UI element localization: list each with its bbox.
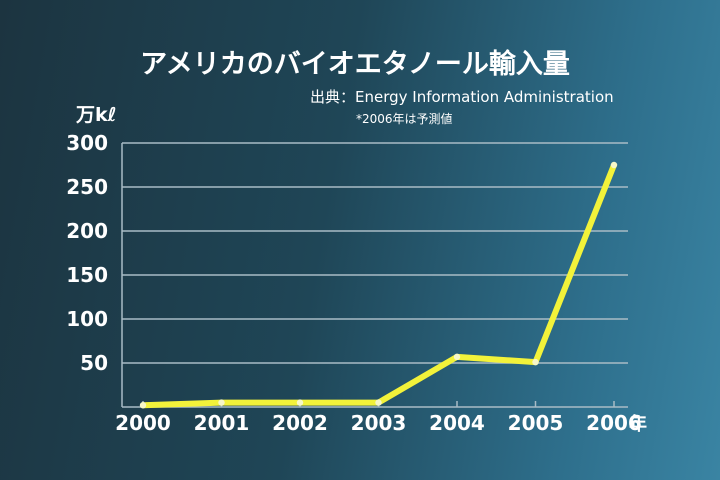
forecast-note: *2006年は予測値 <box>356 111 453 126</box>
y-tick-label-200: 200 <box>66 219 108 243</box>
data-point-2002 <box>296 399 304 406</box>
y-tick-label-100: 100 <box>66 307 108 331</box>
chart-title: アメリカのバイオエタノール輸入量 <box>140 48 570 80</box>
data-point-2000 <box>139 402 147 409</box>
x-tick-label-2006: 2006 <box>586 411 642 435</box>
x-tick-label-2000: 2000 <box>115 411 171 435</box>
y-tick-label-250: 250 <box>66 175 108 199</box>
x-tick-labels: 2000 2001 2002 2003 2004 2005 2006 <box>115 411 642 435</box>
data-point-2006 <box>610 161 618 169</box>
y-tick-label-300: 300 <box>66 131 108 155</box>
data-point-2001 <box>218 399 225 406</box>
data-point-2005 <box>532 358 539 366</box>
data-point-2004 <box>453 353 461 361</box>
y-tick-label-150: 150 <box>66 263 108 287</box>
axes <box>121 143 628 408</box>
x-tick-label-2002: 2002 <box>272 411 328 435</box>
x-tick-label-2004: 2004 <box>429 411 485 435</box>
x-tick-label-2001: 2001 <box>194 411 250 435</box>
data-point-2003 <box>375 399 382 406</box>
series-line <box>140 162 617 409</box>
gridlines <box>122 142 628 364</box>
y-tick-labels: 50 100 150 200 250 300 <box>66 131 108 375</box>
y-tick-label-50: 50 <box>80 351 108 375</box>
y-axis-unit: 万kℓ <box>75 104 117 126</box>
x-tick-label-2003: 2003 <box>351 411 407 435</box>
source-text: 出典：Energy Information Administration <box>310 88 614 106</box>
x-tick-label-2005: 2005 <box>508 411 564 435</box>
x-axis-unit: 年 <box>629 413 647 435</box>
series-imports <box>139 161 618 409</box>
